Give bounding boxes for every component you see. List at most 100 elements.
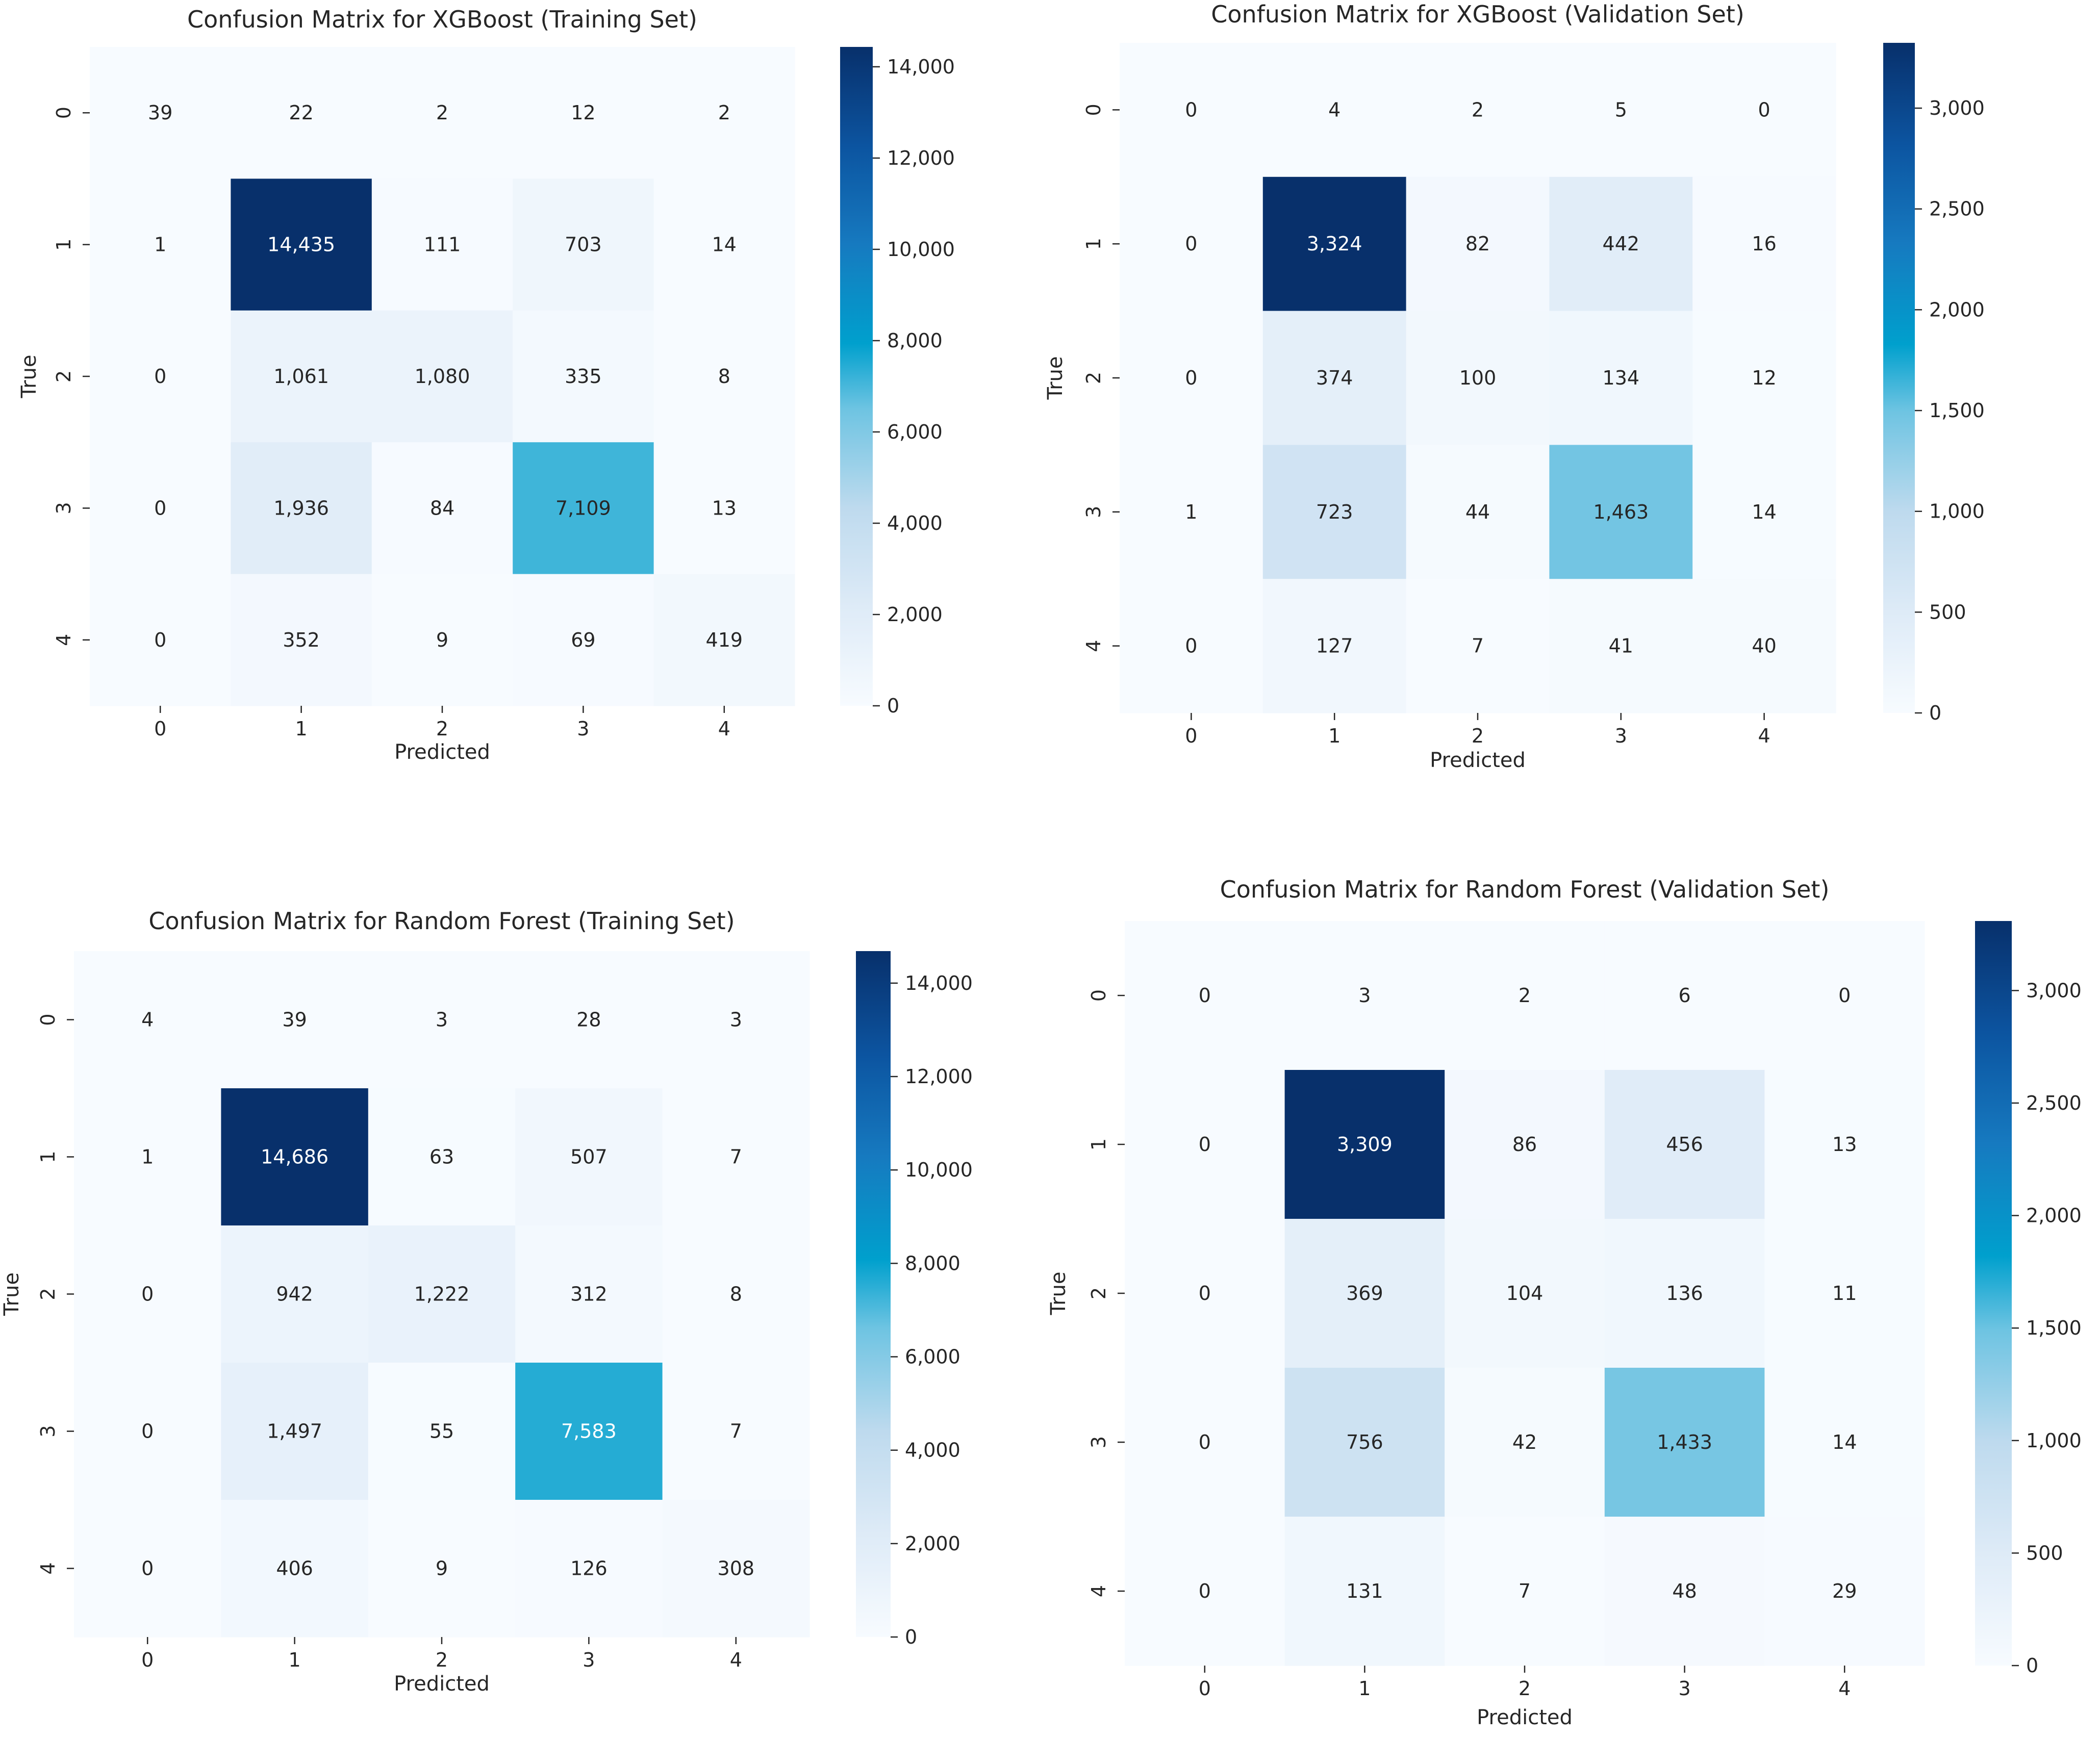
colorbar-tick-label: 3,000 <box>2026 979 2082 1002</box>
colorbar <box>840 47 873 706</box>
cell-value-label: 335 <box>565 365 602 388</box>
cell-value-label: 14 <box>1832 1431 1857 1453</box>
cell-value-label: 1,061 <box>273 365 329 388</box>
y-tick-label: 3 <box>37 1425 59 1437</box>
cell-value-label: 1,497 <box>267 1420 322 1443</box>
cell-value-label: 29 <box>1832 1580 1857 1602</box>
cell-value-label: 0 <box>141 1420 154 1443</box>
cell-value-label: 55 <box>429 1420 454 1443</box>
heatmap-cell <box>368 1500 516 1638</box>
heatmap-cell <box>1262 176 1407 312</box>
colorbar-tick-label: 12,000 <box>887 147 955 169</box>
x-tick-label: 3 <box>1679 1677 1691 1700</box>
heatmap-cell <box>662 1225 810 1363</box>
cell-value-label: 69 <box>571 629 595 651</box>
heatmap-cell <box>371 442 513 575</box>
cell-value-label: 13 <box>712 497 737 519</box>
cell-value-label: 1,936 <box>273 497 329 519</box>
cell-value-label: 126 <box>570 1557 608 1580</box>
heatmap-cell <box>1120 43 1263 177</box>
cell-value-label: 12 <box>571 101 595 124</box>
colorbar-tick-label: 2,000 <box>887 603 943 626</box>
heatmap-cell <box>513 47 654 179</box>
x-tick-label: 2 <box>436 718 448 740</box>
cell-value-label: 13 <box>1832 1133 1857 1156</box>
cell-value-label: 4 <box>1328 98 1340 121</box>
x-tick-label: 2 <box>436 1649 448 1671</box>
cell-value-label: 0 <box>154 365 166 388</box>
heatmap-cell <box>1445 1070 1605 1219</box>
cell-value-label: 507 <box>570 1146 608 1168</box>
cell-value-label: 703 <box>565 234 602 256</box>
heatmap-cell <box>1764 1219 1925 1368</box>
y-tick-label: 3 <box>1082 506 1105 518</box>
cell-value-label: 136 <box>1666 1282 1703 1305</box>
x-tick-label: 1 <box>1328 725 1340 747</box>
x-axis-label: Predicted <box>394 1672 490 1696</box>
cell-value-label: 0 <box>1838 984 1851 1007</box>
colorbar-tick-label: 4,000 <box>887 512 943 534</box>
colorbar-tick-label: 2,000 <box>1929 298 1985 321</box>
heatmap-cell <box>74 1500 221 1638</box>
y-tick-label: 2 <box>1087 1287 1110 1299</box>
colorbar-tick-label: 1,500 <box>1929 399 1985 422</box>
cell-value-label: 16 <box>1752 233 1776 255</box>
cell-value-label: 11 <box>1832 1282 1857 1305</box>
heatmap-cell <box>1604 921 1765 1070</box>
colorbar-tick-label: 1,000 <box>2026 1429 2082 1452</box>
cell-value-label: 22 <box>289 101 313 124</box>
heatmap-cell <box>1125 1517 1285 1666</box>
colorbar-tick-label: 0 <box>887 695 899 717</box>
x-tick-label: 1 <box>1358 1677 1371 1700</box>
cell-value-label: 12 <box>1752 367 1776 389</box>
y-tick-label: 0 <box>37 1013 59 1026</box>
heatmap-cell <box>1604 1517 1765 1666</box>
heatmap-cell <box>662 1500 810 1638</box>
cell-value-label: 0 <box>1185 367 1197 389</box>
chart-title: Confusion Matrix for XGBoost (Validation… <box>1211 1 1744 28</box>
cell-value-label: 456 <box>1666 1133 1703 1156</box>
cell-value-label: 14 <box>712 234 737 256</box>
cell-value-label: 8 <box>718 365 730 388</box>
heatmap-cell <box>662 951 810 1089</box>
cell-value-label: 0 <box>1199 1580 1211 1602</box>
heatmap-cell <box>513 442 654 575</box>
cell-value-label: 3 <box>730 1009 742 1031</box>
cell-value-label: 0 <box>1199 984 1211 1007</box>
cell-value-label: 100 <box>1459 367 1497 389</box>
cell-value-label: 1 <box>154 234 166 256</box>
heatmap-cell <box>513 178 654 311</box>
cell-value-label: 0 <box>1199 1431 1211 1453</box>
heatmap-cell <box>1284 921 1445 1070</box>
y-tick-label: 1 <box>53 239 75 251</box>
colorbar-tick-label: 10,000 <box>905 1159 973 1181</box>
y-tick-label: 3 <box>1087 1436 1110 1448</box>
heatmap-cell <box>1549 445 1693 579</box>
colorbar-tick-label: 6,000 <box>887 421 943 443</box>
colorbar-tick-label: 0 <box>2026 1654 2038 1677</box>
cell-value-label: 39 <box>282 1009 307 1031</box>
heatmap-cell <box>1262 311 1407 445</box>
cell-value-label: 84 <box>430 497 454 519</box>
heatmap-cell <box>90 310 231 443</box>
heatmap-cell <box>1604 1219 1765 1368</box>
cell-value-label: 42 <box>1512 1431 1537 1453</box>
x-axis-label: Predicted <box>1477 1706 1573 1729</box>
heatmap-cell <box>1764 921 1925 1070</box>
heatmap-cell <box>74 1088 221 1226</box>
colorbar-tick-label: 14,000 <box>905 972 973 994</box>
x-tick-label: 0 <box>154 718 166 740</box>
heatmap-cell <box>231 47 372 179</box>
colorbar-tick-label: 2,500 <box>2026 1092 2082 1114</box>
heatmap-cell <box>1445 1219 1605 1368</box>
cell-value-label: 1,080 <box>415 365 470 388</box>
heatmap-cell <box>1445 921 1605 1070</box>
cell-value-label: 41 <box>1609 635 1633 657</box>
heatmap-panel-2: Confusion Matrix for XGBoost (Validation… <box>1044 1 1985 772</box>
heatmap-cell <box>653 310 795 443</box>
cell-value-label: 0 <box>141 1557 154 1580</box>
cell-value-label: 131 <box>1346 1580 1383 1602</box>
heatmap-cell <box>1262 445 1407 579</box>
heatmap-cell <box>231 178 372 311</box>
